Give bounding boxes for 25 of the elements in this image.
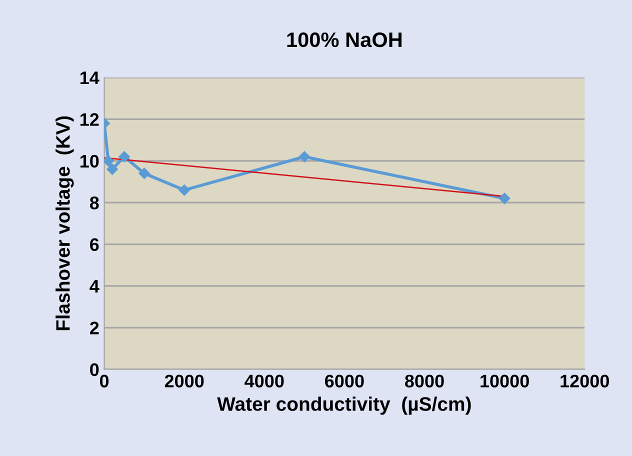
point xyxy=(298,151,310,162)
y-tick-label: 10 xyxy=(80,154,99,168)
y-tick-label: 12 xyxy=(80,113,99,126)
x-tick-label: 4000 xyxy=(244,374,284,388)
y-tick-label: 8 xyxy=(90,196,99,210)
x-tick-label: 8000 xyxy=(404,374,444,388)
x-tick-label: 10000 xyxy=(480,374,529,388)
x-tick-label: 12000 xyxy=(560,374,609,388)
y-tick-label: 4 xyxy=(90,280,100,293)
point xyxy=(118,151,130,162)
x-axis-title: Water conductivity (µS/cm) xyxy=(217,396,471,415)
y-axis-title: Flashover voltage (KV) xyxy=(56,116,74,330)
y-tick-label: 14 xyxy=(80,72,100,84)
chart-title: 100% NaOH xyxy=(287,32,402,48)
point xyxy=(178,184,190,196)
y-tick-label: 2 xyxy=(90,322,99,334)
y-tick-label: 0 xyxy=(90,363,99,376)
point xyxy=(498,192,510,204)
x-tick-label: 0 xyxy=(100,374,109,388)
y-tick-label: 6 xyxy=(90,238,99,252)
point xyxy=(106,164,118,175)
point xyxy=(138,168,150,180)
point xyxy=(104,155,114,167)
x-tick-label: 6000 xyxy=(325,374,364,388)
x-tick-label: 2000 xyxy=(164,374,204,388)
